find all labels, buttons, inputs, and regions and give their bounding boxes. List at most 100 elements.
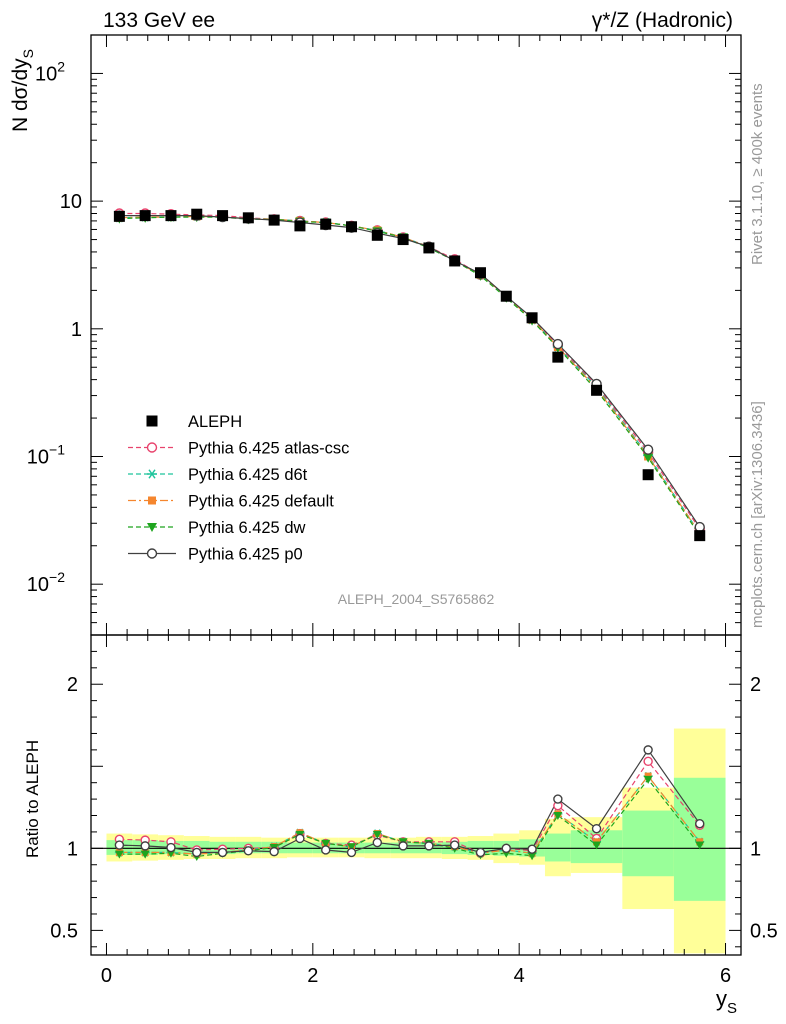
xtick-label-1: 2 — [307, 965, 318, 987]
ratio-point-dw-10 — [372, 830, 382, 839]
band-inner-17 — [544, 833, 571, 862]
xlabel: yS — [716, 986, 737, 1017]
main-ytick-label-base-1: 10 — [60, 191, 82, 213]
main-ytick-label-exp-4: −2 — [49, 569, 65, 585]
ratio-point-p0-5 — [243, 846, 254, 856]
data-point-9 — [346, 221, 358, 233]
ratio-ylabel: Ratio to ALEPH — [23, 740, 42, 858]
xlabel-sub: S — [727, 1000, 737, 1017]
ratio-point-dw-0 — [114, 850, 124, 859]
ratio-point-dw-17 — [553, 812, 563, 821]
main-point-dw-19 — [643, 453, 654, 463]
data-point-5 — [242, 212, 254, 224]
ratio-point-p0-9 — [346, 847, 357, 858]
data-point-2 — [165, 210, 177, 222]
ratio-point-p0-20 — [695, 819, 705, 829]
main-ytick-label-base-2: 1 — [71, 319, 82, 341]
xtick-label-0: 0 — [101, 965, 112, 987]
ratio-point-dw-18 — [592, 841, 602, 850]
ratio-point-p0-0 — [114, 840, 125, 850]
legend-marker-data — [146, 415, 158, 427]
data-point-6 — [268, 214, 280, 226]
data-point-16 — [526, 312, 538, 324]
legend-label-p0: Pythia 6.425 p0 — [188, 546, 303, 564]
legend: ALEPH Pythia 6.425 atlas-csc Pythia 6.425 … — [128, 413, 349, 564]
ratio-ytick-label-right-0: 0.5 — [750, 920, 778, 942]
ratio-point-p0-18 — [591, 823, 602, 834]
ratio-ytick-label-right-2: 2 — [750, 674, 761, 696]
ratio-point-p0-19 — [643, 745, 653, 755]
data-point-3 — [191, 208, 203, 220]
xtick-label-3: 6 — [720, 965, 731, 987]
main-point-p0-17 — [552, 338, 564, 350]
ratio-ytick-label-left-0: 0.5 — [50, 920, 78, 942]
main-ytick-label-2: 1 — [71, 319, 82, 341]
ratio-point-dw-2 — [166, 849, 176, 858]
main-line-default — [119, 215, 701, 534]
ratio-point-dw-20 — [695, 841, 705, 850]
main-ytick-label-base-0: 10 — [35, 63, 57, 85]
ratio-point-atlas_csc-19 — [643, 756, 653, 767]
main-series — [113, 208, 706, 542]
ratio-ytick-label-left-1: 1 — [67, 838, 78, 860]
legend-marker-default — [148, 496, 156, 505]
main-ytick-label-base-3: 10 — [27, 447, 49, 469]
ratio-point-p0-10 — [372, 837, 383, 848]
xlabel-main: y — [716, 986, 727, 1011]
legend-marker-atlas_csc — [146, 442, 158, 453]
ratio-point-p0-2 — [166, 842, 176, 853]
legend-marker-d6t — [147, 469, 157, 479]
ratio-point-p0-16 — [527, 844, 537, 854]
legend-marker-dw — [147, 523, 157, 532]
data-point-20 — [694, 530, 706, 542]
ratio-bands — [91, 728, 741, 954]
ratio-point-p0-6 — [269, 846, 279, 857]
ratio-point-dw-9 — [347, 843, 357, 852]
main-ylabel-main: N dσ/dy — [9, 58, 32, 132]
ratio-point-dw-1 — [140, 850, 150, 859]
ratio-ytick-label-right-1: 1 — [750, 838, 761, 860]
mcplots-label: mcplots.cern.ch [arXiv:1306.3436] — [749, 401, 766, 628]
ratio-point-p0-3 — [192, 847, 202, 858]
ratio-point-p0-13 — [449, 840, 460, 850]
data-point-11 — [397, 234, 409, 246]
ratio-ytick-label-left-2: 2 — [67, 674, 78, 696]
ratio-point-p0-17 — [553, 794, 563, 804]
legend-label-dw: Pythia 6.425 dw — [188, 519, 305, 537]
main-ytick-label-0: 102 — [35, 58, 65, 85]
legend-label-default: Pythia 6.425 default — [188, 493, 334, 511]
data-point-12 — [423, 242, 435, 254]
main-line-dw — [119, 216, 701, 536]
ratio-point-dw-8 — [321, 839, 331, 848]
data-point-1 — [139, 210, 151, 222]
band-inner-19 — [622, 810, 674, 877]
main-ylabel-sub: S — [20, 49, 36, 58]
legend-label-data: ALEPH — [188, 413, 242, 431]
legend-marker-p0 — [146, 548, 158, 559]
main-ytick-label-4: 10−2 — [27, 569, 65, 596]
main-ytick-label-base-4: 10 — [27, 574, 49, 596]
legend-label-atlas_csc: Pythia 6.425 atlas-csc — [188, 440, 349, 458]
legend-marker-d6t-d2 — [148, 469, 156, 479]
ratio-point-dw-16 — [527, 852, 537, 861]
main-ytick-label-exp-3: −1 — [49, 442, 65, 458]
main-ytick-label-1: 10 — [60, 191, 82, 213]
ratio-point-p0-1 — [140, 841, 150, 851]
main-ytick-label-exp-0: 2 — [57, 58, 65, 74]
ratio-series — [114, 745, 705, 862]
main-line-d6t — [119, 215, 701, 534]
ratio-point-p0-15 — [501, 843, 511, 854]
data-point-10 — [371, 229, 383, 241]
data-point-4 — [217, 210, 229, 222]
data-point-18 — [591, 384, 603, 396]
data-point-15 — [500, 290, 512, 302]
xtick-label-2: 4 — [514, 965, 525, 987]
data-point-13 — [449, 255, 461, 267]
ratio-point-p0-11 — [398, 841, 408, 851]
ratio-point-p0-8 — [321, 845, 331, 855]
ratio-point-p0-12 — [424, 841, 434, 851]
ratio-point-p0-14 — [475, 847, 486, 858]
analysis-label: ALEPH_2004_S5765862 — [338, 591, 495, 607]
